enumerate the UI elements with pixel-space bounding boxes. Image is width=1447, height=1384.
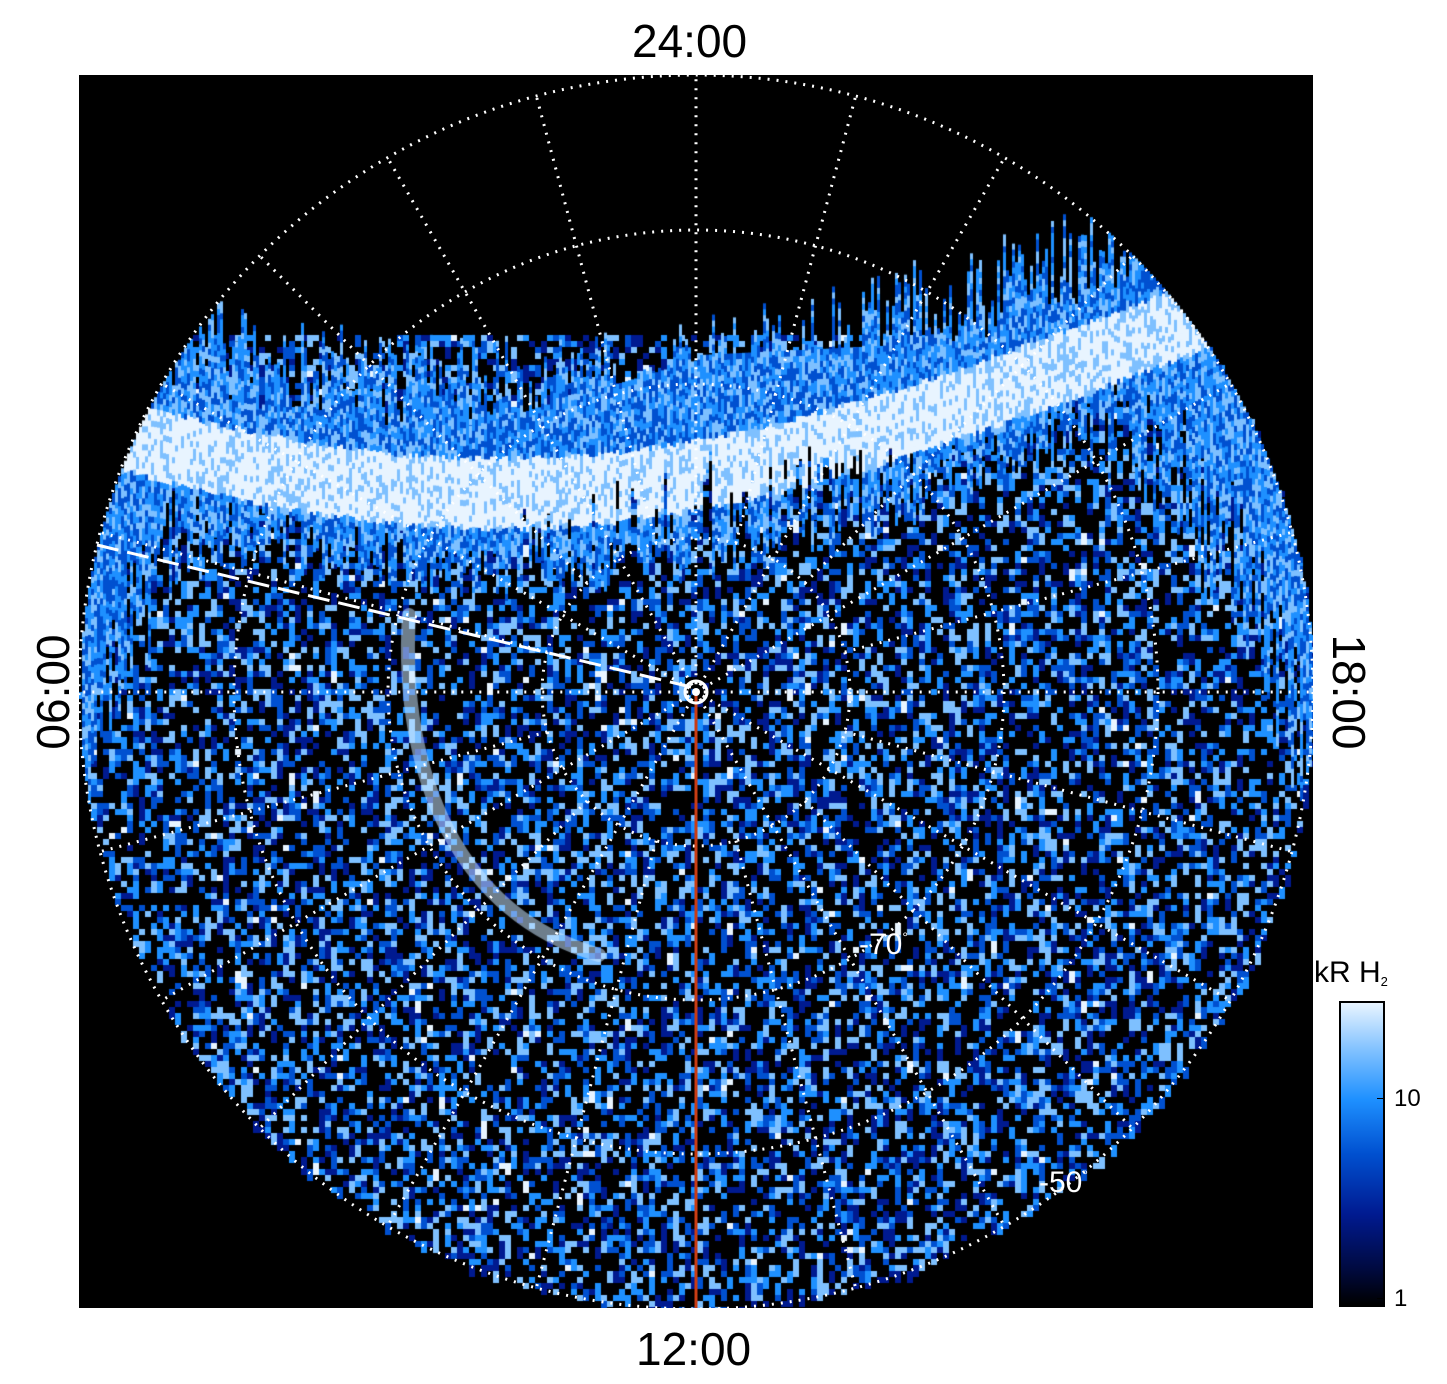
local-time-label-right: 18:00 [1323,634,1375,750]
meridian-line-4 [701,382,1232,690]
local-time-label-left: 06:00 [27,634,79,750]
meridian-line-16 [160,694,691,1002]
latitude-label-70: -70° [859,928,908,961]
polar-projection-plot: -70° -50° [79,75,1313,1308]
meridian-line-20 [160,382,691,690]
colorbar-tick-mark-10 [1377,1098,1385,1099]
meridian-line-5 [844,530,1293,654]
meridian-line-22 [386,156,694,687]
meridian-line-7 [844,730,1293,854]
dashed-reference-line [96,543,692,689]
meridian-line-1 [734,95,858,544]
latitude-circle-3 [232,228,1160,1156]
local-time-label-top: 24:00 [632,15,748,67]
pole-marker-ring [683,679,709,705]
latitude-circle-1 [540,536,852,848]
colorbar-title: kR H2 [1314,956,1388,989]
latitude-circle-2 [386,382,1006,1002]
meridian-line-11 [734,840,858,1289]
colorbar [1339,1001,1385,1307]
polar-grid-overlay [79,75,1313,1308]
meridian-line-10 [698,697,1006,1228]
meridian-line-19 [99,530,548,654]
local-time-label-bottom: 12:00 [636,1323,752,1375]
pole-marker-dot [692,688,700,696]
meridian-line-17 [99,730,548,854]
colorbar-tick-10: 10 [1394,1085,1421,1112]
colorbar-tick-1: 1 [1394,1285,1408,1312]
meridian-line-2 [698,156,1006,687]
latitude-label-50: -50° [1039,1166,1088,1199]
meridian-line-23 [534,95,658,544]
colorbar-tick-mark-1 [1377,1298,1385,1299]
meridian-line-14 [386,697,694,1228]
meridian-line-8 [701,694,1232,1002]
meridian-line-13 [534,840,658,1289]
